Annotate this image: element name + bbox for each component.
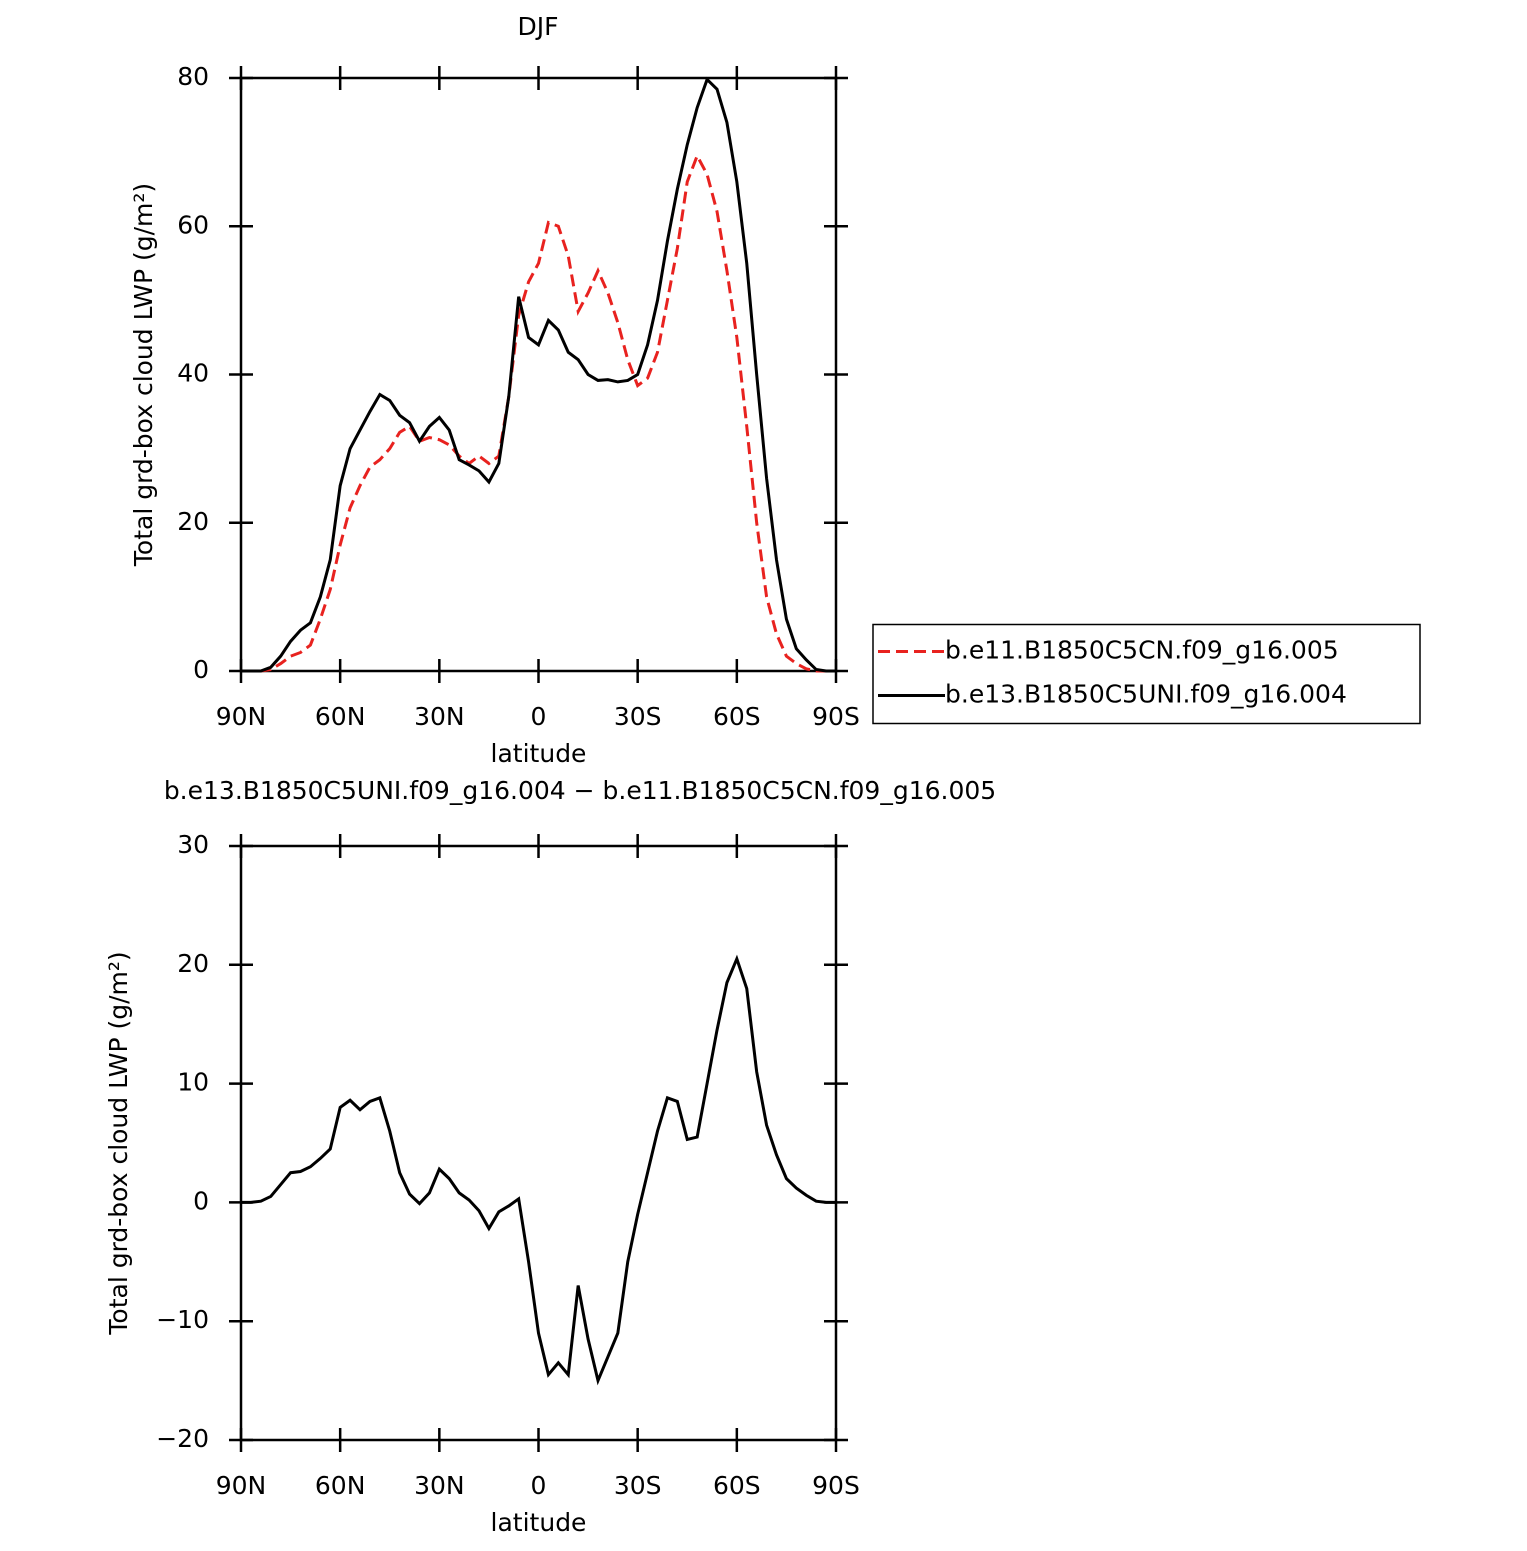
- legend-label: b.e11.B1850C5CN.f09_g16.005: [945, 636, 1339, 665]
- y-axis-label: Total grd-box cloud LWP (g/m²): [129, 183, 158, 567]
- x-tick-label: 0: [531, 702, 547, 731]
- x-tick-label: 90N: [216, 1471, 267, 1500]
- y-tick-label: 30: [177, 830, 209, 859]
- x-tick-label: 60N: [315, 702, 366, 731]
- y-tick-label: 0: [193, 655, 209, 684]
- plot-frame: [239, 76, 838, 673]
- y-tick-label: 80: [177, 62, 209, 91]
- plot-frame: [239, 844, 838, 1442]
- y-tick-label: −10: [156, 1305, 209, 1334]
- x-tick-label: 0: [531, 1471, 547, 1500]
- y-tick-label: 0: [193, 1186, 209, 1215]
- x-axis-label: latitude: [491, 1508, 587, 1537]
- x-tick-label: 60S: [713, 1471, 761, 1500]
- x-tick-label: 60S: [713, 702, 761, 731]
- data-line: [241, 76, 836, 673]
- x-tick-label: 60N: [315, 1471, 366, 1500]
- y-tick-label: −20: [156, 1424, 209, 1453]
- x-axis-label: latitude: [491, 739, 587, 768]
- x-tick-label: 90S: [812, 702, 860, 731]
- y-axis-label: Total grd-box cloud LWP (g/m²): [104, 951, 133, 1335]
- y-tick-label: 20: [177, 507, 209, 536]
- x-tick-label: 30S: [614, 702, 662, 731]
- x-tick-label: 30N: [414, 1471, 465, 1500]
- chart-title: b.e13.B1850C5UNI.f09_g16.004 − b.e11.B18…: [164, 776, 996, 805]
- y-tick-label: 10: [177, 1068, 209, 1097]
- data-line: [241, 152, 836, 673]
- legend-box: [872, 623, 1421, 725]
- y-tick-label: 40: [177, 359, 209, 388]
- x-tick-label: 90S: [812, 1471, 860, 1500]
- y-tick-label: 20: [177, 949, 209, 978]
- y-tick-label: 60: [177, 210, 209, 239]
- x-tick-label: 30N: [414, 702, 465, 731]
- x-tick-label: 30S: [614, 1471, 662, 1500]
- chart-title: DJF: [517, 12, 558, 41]
- data-line: [241, 954, 836, 1386]
- legend-label: b.e13.B1850C5UNI.f09_g16.004: [945, 680, 1347, 709]
- x-tick-label: 90N: [216, 702, 267, 731]
